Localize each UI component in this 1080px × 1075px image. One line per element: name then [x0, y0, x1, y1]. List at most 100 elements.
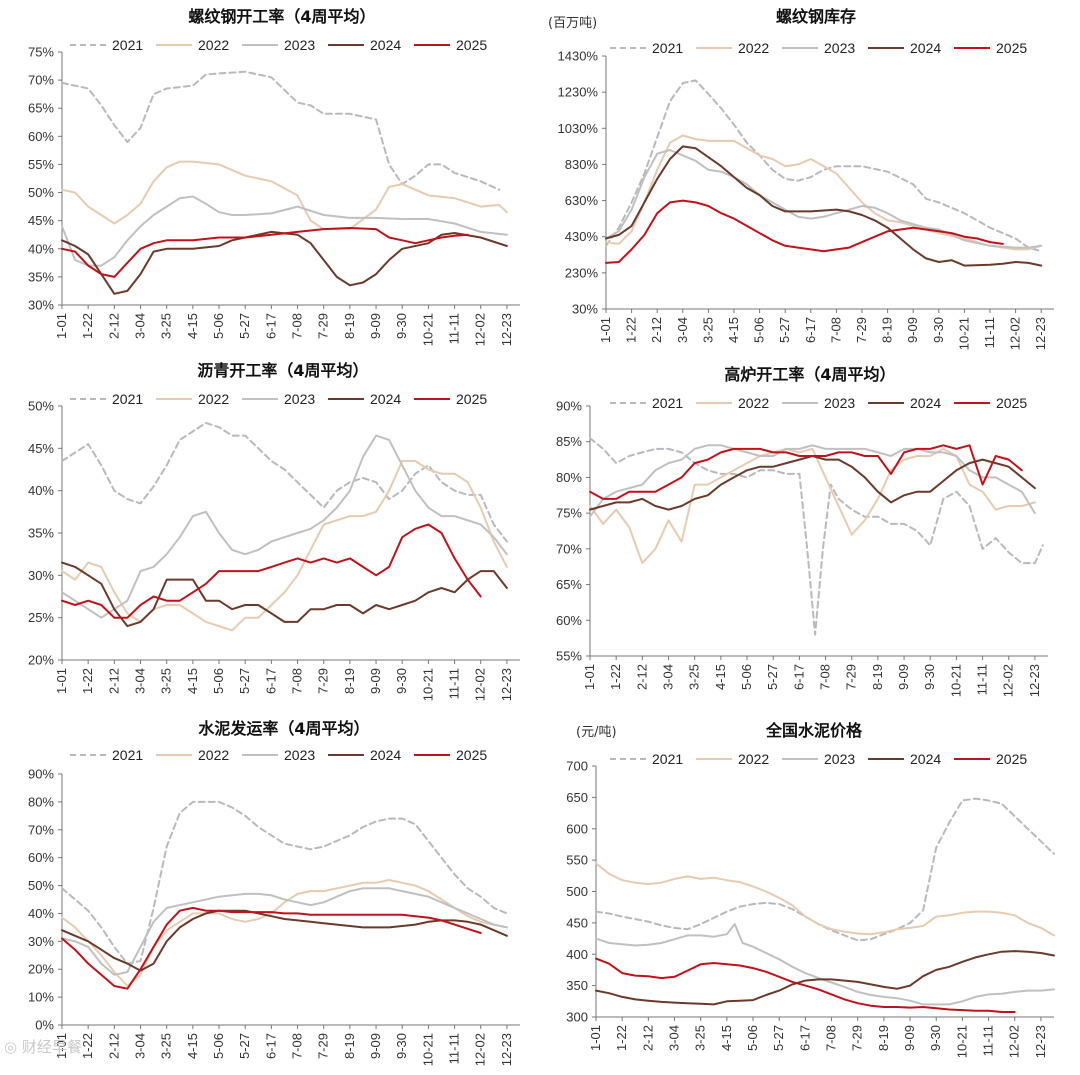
x-tick-label: 3-04	[667, 1025, 682, 1051]
x-tick-label: 3-04	[133, 1033, 148, 1059]
x-tick-label: 5-06	[752, 317, 767, 343]
x-tick-label: 12-02	[1001, 664, 1016, 697]
x-tick-label: 3-04	[675, 317, 690, 343]
series-line-2024	[595, 950, 1055, 1006]
x-tick-label: 5-27	[777, 317, 792, 343]
x-tick-label: 9-30	[394, 313, 409, 339]
watermark-text: 财经早餐	[21, 1038, 82, 1056]
y-tick-label: 40%	[28, 906, 54, 921]
y-tick-label: 35%	[28, 269, 54, 284]
x-tick-label: 9-09	[368, 313, 383, 339]
chart-title: 全国水泥价格	[765, 721, 863, 740]
x-tick-label: 10-21	[948, 664, 963, 697]
x-tick-label: 8-19	[870, 664, 885, 690]
y-tick-label: 350	[566, 978, 588, 993]
series-line-2024	[61, 561, 508, 628]
x-tick-label: 12-02	[1007, 1025, 1022, 1058]
x-tick-label: 12-02	[473, 1033, 488, 1066]
x-tick-label: 5-27	[771, 1025, 786, 1051]
series-line-2022	[605, 134, 1043, 251]
x-tick-label: 2-12	[106, 1033, 121, 1059]
y-tick-label: 230%	[565, 265, 599, 280]
y-tick-label: 70%	[556, 541, 582, 556]
y-tick-label: 25%	[28, 610, 54, 625]
x-tick-label: 3-04	[133, 313, 148, 339]
legend-label-2021: 2021	[112, 391, 143, 407]
legend-label-2024: 2024	[910, 40, 941, 56]
series-line-2025	[595, 957, 1016, 1013]
y-tick-label: 55%	[556, 649, 582, 664]
x-tick-label: 2-12	[634, 664, 649, 690]
series-line-2022	[589, 447, 1036, 565]
legend-label-2025: 2025	[456, 37, 487, 53]
chart-asphalt-operating-rate: 沥青开工率（4周平均） 20% 25% 30% 35% 40% 45% 50% 1-01 1-22…	[0, 356, 540, 711]
x-tick-label: 9-30	[922, 664, 937, 690]
legend-label-2021: 2021	[112, 37, 143, 53]
x-tick-label: 5-06	[211, 313, 226, 339]
series-line-2022	[595, 862, 1055, 937]
y-tick-label: 40%	[28, 241, 54, 256]
x-tick-label: 1-01	[598, 317, 613, 343]
x-tick-label: 8-19	[342, 1033, 357, 1059]
x-tick-label: 7-29	[844, 664, 859, 690]
chart-title: 螺纹钢库存	[776, 7, 856, 26]
series-line-2025	[589, 444, 1023, 500]
x-tick-label: 2-12	[640, 1025, 655, 1051]
x-tick-label: 1-01	[54, 313, 69, 339]
legend-label-2022: 2022	[198, 391, 229, 407]
x-tick-label: 1-01	[588, 1025, 603, 1051]
y-tick-label: 30%	[28, 298, 54, 313]
legend-label-2025: 2025	[456, 747, 487, 763]
chart-svg: 全国水泥价格 (元/吨) 300 350 400 450 500 550 600 650 700 1-…	[566, 721, 1055, 1058]
legend-label-2023: 2023	[284, 391, 315, 407]
x-tick-label: 8-19	[876, 1025, 891, 1051]
x-tick-label: 3-25	[693, 1025, 708, 1051]
series-line-2024	[61, 909, 508, 972]
x-tick-label: 4-15	[185, 668, 200, 694]
x-tick-label: 1-22	[80, 313, 95, 339]
legend-label-2025: 2025	[996, 395, 1027, 411]
series-line-2025	[61, 523, 482, 619]
x-tick-label: 7-08	[828, 317, 843, 343]
y-tick-label: 400	[566, 947, 588, 962]
x-tick-label: 4-15	[185, 1033, 200, 1059]
x-tick-label: 3-25	[159, 668, 174, 694]
series-line-2023	[61, 887, 508, 976]
legend-label-2024: 2024	[910, 395, 941, 411]
y-tick-label: 0%	[35, 1018, 54, 1033]
y-tick-label: 1430%	[558, 49, 599, 64]
x-tick-label: 4-15	[719, 1025, 734, 1051]
series-line-2023	[61, 434, 508, 619]
x-tick-label: 5-27	[237, 1033, 252, 1059]
series-line-2025	[61, 227, 469, 278]
legend-label-2024: 2024	[370, 747, 401, 763]
x-tick-label: 9-30	[394, 668, 409, 694]
x-tick-label: 9-30	[394, 1033, 409, 1059]
x-tick-label: 10-21	[420, 313, 435, 346]
x-tick-label: 3-25	[700, 317, 715, 343]
y-tick-label: 60%	[556, 613, 582, 628]
series-line-2021	[61, 800, 508, 965]
series-line-2021	[595, 797, 1055, 942]
x-tick-label: 7-29	[316, 1033, 331, 1059]
x-tick-label: 2-12	[649, 317, 664, 343]
x-tick-label: 10-21	[420, 1033, 435, 1066]
legend-label-2023: 2023	[824, 395, 855, 411]
x-tick-label: 7-08	[290, 313, 305, 339]
chart-title: 水泥发运率（4周平均）	[198, 719, 369, 738]
x-tick-label: 12-02	[473, 313, 488, 346]
x-tick-label: 4-15	[185, 313, 200, 339]
x-tick-label: 5-06	[739, 664, 754, 690]
x-tick-label: 3-04	[661, 664, 676, 690]
x-tick-label: 7-08	[290, 668, 305, 694]
x-tick-label: 1-01	[582, 664, 597, 690]
legend-label-2023: 2023	[284, 747, 315, 763]
x-tick-label: 9-09	[368, 668, 383, 694]
y-tick-label: 50%	[28, 185, 54, 200]
x-tick-label: 1-22	[80, 1033, 95, 1059]
series-line-2021	[61, 421, 508, 543]
x-tick-label: 9-09	[902, 1025, 917, 1051]
legend-label-2024: 2024	[910, 751, 941, 767]
legend-label-2025: 2025	[996, 751, 1027, 767]
x-tick-label: 10-21	[954, 1025, 969, 1058]
